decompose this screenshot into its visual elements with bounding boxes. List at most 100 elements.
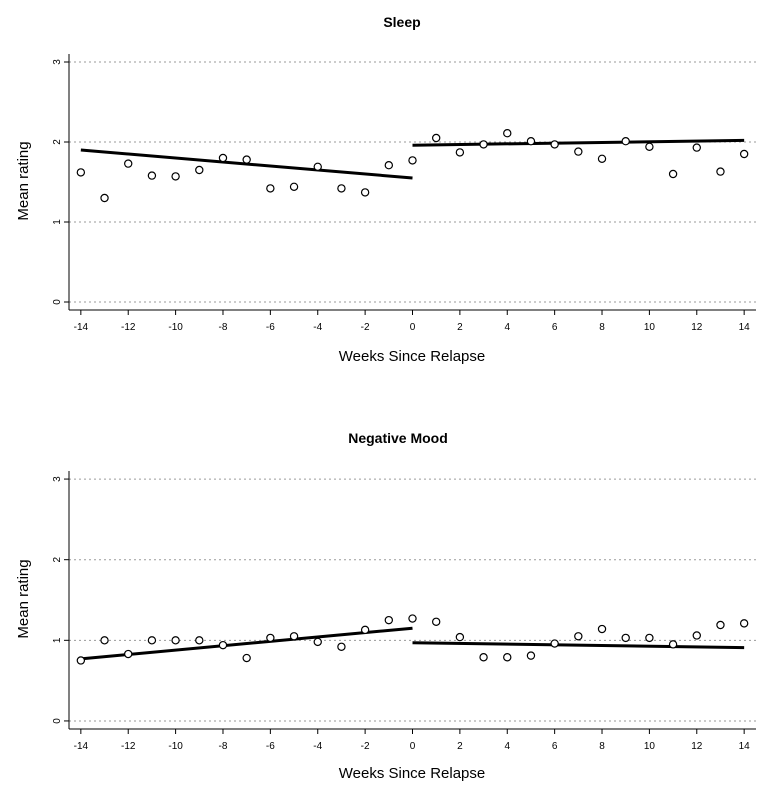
x-tick-label: -8 [219, 322, 228, 333]
data-point [195, 636, 204, 645]
data-point [100, 636, 109, 645]
data-point [455, 632, 465, 642]
data-point [360, 188, 370, 197]
data-point [526, 136, 536, 146]
x-tick-label: -10 [168, 741, 183, 752]
chart-title: Negative Mood [348, 430, 448, 446]
x-tick-label: 14 [739, 741, 751, 752]
data-point [266, 633, 275, 643]
data-point [242, 155, 251, 164]
trend-line-pre-relapse [80, 148, 413, 180]
data-point [739, 149, 749, 159]
data-point [692, 631, 701, 640]
data-point [171, 636, 180, 645]
y-tick-label: 1 [52, 219, 63, 225]
data-point [337, 642, 346, 651]
data-point [289, 182, 299, 191]
data-point [266, 184, 275, 193]
data-point [621, 136, 630, 146]
x-tick-label: -4 [313, 741, 322, 752]
data-point [171, 172, 180, 181]
data-point [645, 633, 654, 643]
trend-line-post-relapse [412, 138, 745, 147]
trend-line-pre-relapse [80, 626, 413, 661]
chart-title: Sleep [383, 14, 420, 30]
y-tick-label: 0 [52, 299, 63, 305]
x-tick-label: 12 [691, 322, 703, 333]
data-point [124, 159, 133, 168]
x-tick-label: 0 [410, 741, 416, 752]
data-point [313, 162, 322, 171]
y-tick-label: 0 [52, 718, 63, 724]
data-point [503, 128, 512, 138]
x-tick-label: 6 [552, 741, 558, 752]
data-point [289, 632, 299, 641]
y-tick-label: 2 [52, 139, 63, 145]
y-tick-label: 3 [52, 476, 63, 482]
data-point [124, 649, 133, 659]
data-point [668, 169, 678, 179]
y-tick-label: 2 [52, 556, 63, 562]
x-tick-label: 0 [410, 322, 416, 333]
x-tick-label: 12 [691, 741, 703, 752]
data-point [431, 133, 441, 143]
data-point [621, 633, 630, 643]
x-tick-label: 8 [599, 322, 605, 333]
x-tick-label: 14 [739, 322, 751, 333]
data-point [360, 625, 370, 635]
data-point [645, 142, 654, 151]
data-point [76, 168, 86, 177]
x-tick-label: -6 [266, 322, 275, 333]
data-point [550, 140, 559, 149]
data-point [479, 140, 488, 149]
x-tick-label: 8 [599, 741, 605, 752]
trend-line-post-relapse [412, 641, 745, 650]
x-tick-label: -12 [121, 322, 136, 333]
data-point [384, 615, 394, 625]
data-point [574, 632, 583, 641]
data-point [597, 154, 607, 163]
x-axis-label: Weeks Since Relapse [339, 765, 485, 782]
data-point [100, 193, 109, 203]
data-point [147, 171, 157, 180]
sleep-panel: Sleep Mean rating Weeks Since Relapse 0 1… [15, 14, 756, 365]
y-axis-label: Mean rating [15, 559, 32, 638]
data-point [574, 147, 583, 156]
data-point [337, 184, 346, 193]
x-tick-label: -2 [361, 322, 370, 333]
x-tick-label: 10 [644, 322, 656, 333]
data-point [431, 617, 441, 626]
data-point [384, 160, 394, 170]
x-tick-label: -12 [121, 741, 136, 752]
x-tick-label: 6 [552, 322, 558, 333]
data-point [313, 637, 322, 647]
data-point [739, 619, 749, 628]
data-point [692, 143, 701, 152]
data-point [218, 640, 228, 650]
data-point [597, 624, 607, 634]
data-point [195, 165, 204, 175]
data-point [716, 620, 725, 630]
x-tick-label: -10 [168, 322, 183, 333]
negative-mood-panel: Negative Mood Mean rating Weeks Since Re… [15, 430, 756, 782]
data-point [408, 156, 417, 165]
x-tick-label: -6 [266, 741, 275, 752]
y-tick-label: 3 [52, 59, 63, 65]
x-tick-label: -2 [361, 741, 370, 752]
x-axis-label: Weeks Since Relapse [339, 348, 485, 365]
data-point [242, 653, 251, 663]
x-tick-label: 2 [457, 741, 463, 752]
x-tick-label: -8 [219, 741, 228, 752]
data-point [76, 656, 86, 665]
data-point [716, 167, 725, 176]
data-point [550, 639, 559, 648]
data-point [526, 651, 536, 660]
y-axis-label: Mean rating [15, 141, 32, 220]
x-tick-label: -4 [313, 322, 322, 333]
data-point [218, 153, 228, 163]
data-point [408, 614, 417, 623]
data-point [668, 640, 678, 649]
data-point [503, 653, 512, 662]
x-tick-label: 2 [457, 322, 463, 333]
